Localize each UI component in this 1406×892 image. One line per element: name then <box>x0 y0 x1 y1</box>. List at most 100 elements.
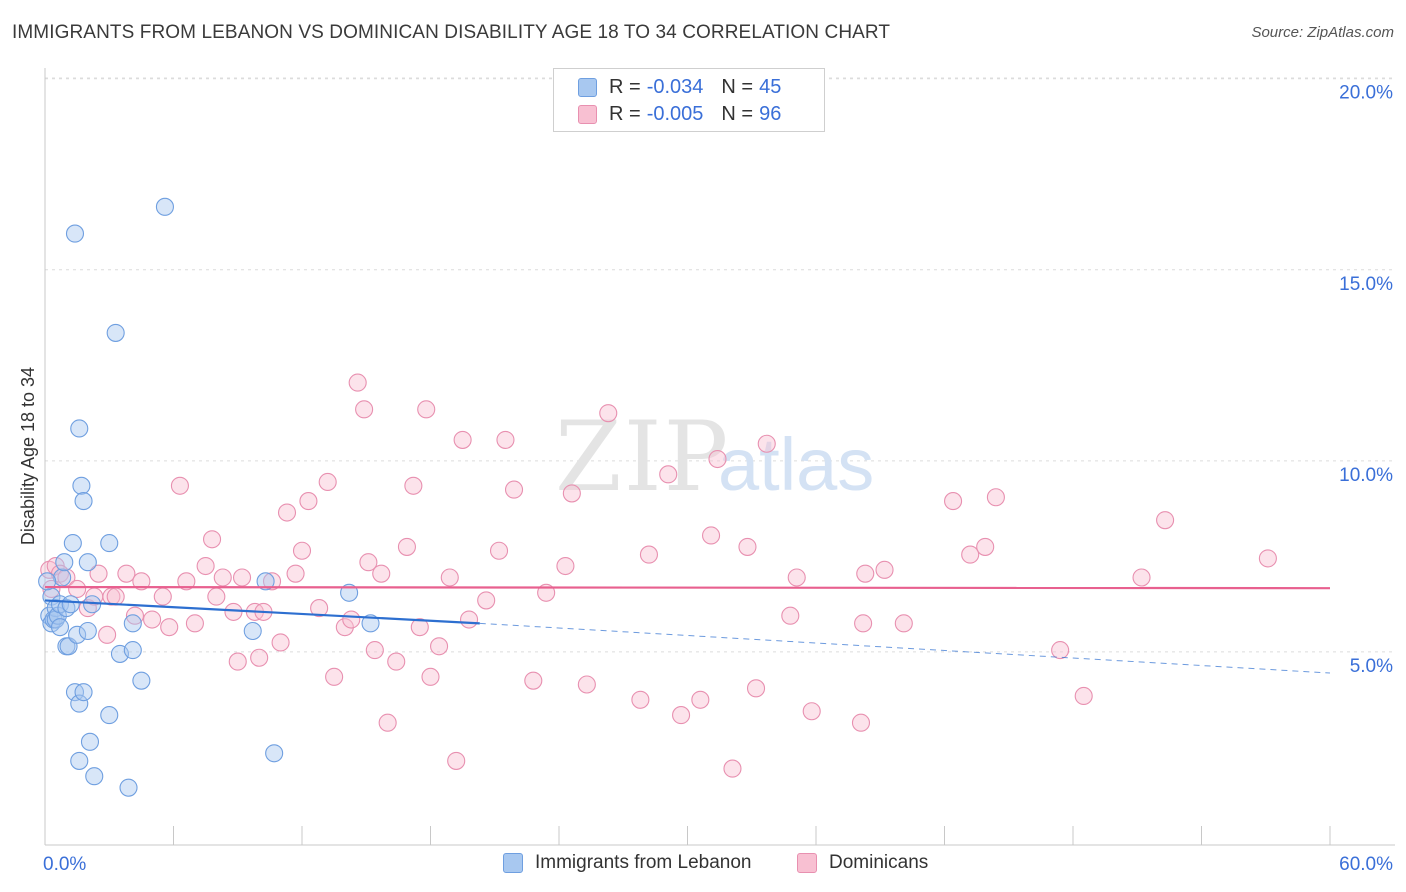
legend-n-label: N = <box>721 75 754 98</box>
point-dominicans <box>639 545 659 564</box>
point-dominicans <box>631 690 650 709</box>
point-dominicans <box>196 556 215 576</box>
correlation-legend: R = -0.034 N = 45 R = -0.005 N = 96 <box>553 68 825 132</box>
grid-layer <box>45 77 1395 653</box>
point-dominicans <box>378 713 397 732</box>
point-dominicans <box>277 503 297 522</box>
source-label: Source: ZipAtlas.com <box>1251 24 1394 41</box>
point-lebanon <box>100 534 119 553</box>
point-dominicans <box>672 706 691 725</box>
point-dominicans <box>421 667 440 686</box>
legend-r-value-lebanon: -0.034 <box>646 75 704 98</box>
point-dominicans <box>504 480 524 499</box>
point-dominicans <box>496 430 515 449</box>
point-dominicans <box>68 579 87 599</box>
point-lebanon <box>61 595 80 614</box>
watermark-zip: ZIP <box>555 401 730 513</box>
point-lebanon <box>53 568 72 587</box>
bottom-legend-label-dominicans: Dominicans <box>829 852 929 873</box>
point-dominicans <box>802 702 821 721</box>
point-lebanon <box>68 625 87 644</box>
point-lebanon <box>119 778 138 797</box>
point-dominicans <box>489 541 509 560</box>
y-tick-label: 15.0% <box>1339 274 1393 295</box>
point-lebanon <box>70 694 89 713</box>
point-dominicans <box>286 564 305 583</box>
legend-row-lebanon: R = -0.034 N = 45 <box>578 75 781 99</box>
point-lebanon <box>78 621 97 641</box>
point-dominicans <box>213 568 232 587</box>
point-lebanon <box>256 572 275 591</box>
point-dominicans <box>250 648 269 667</box>
trendline-lebanon-extension <box>479 622 1331 674</box>
bottom-legend-label-lebanon: Immigrants from Lebanon <box>535 852 752 873</box>
point-dominicans <box>1156 511 1175 530</box>
point-dominicans <box>477 591 496 610</box>
point-dominicans <box>430 637 449 656</box>
bottom-legend-lebanon: Immigrants from Lebanon <box>503 852 752 874</box>
point-dominicans <box>318 472 337 492</box>
point-dominicans <box>577 675 596 694</box>
point-dominicans <box>1051 641 1070 660</box>
point-dominicans <box>875 560 894 579</box>
point-lebanon <box>106 323 125 342</box>
legend-r-value-dominicans: -0.005 <box>646 102 704 125</box>
point-lebanon <box>340 583 359 602</box>
point-dominicans <box>89 564 108 583</box>
point-dominicans <box>342 610 361 629</box>
point-dominicans <box>365 641 384 660</box>
point-dominicans <box>723 759 742 778</box>
point-dominicans <box>299 492 318 511</box>
point-dominicans <box>98 625 117 644</box>
legend-swatch-dominicans <box>578 104 597 124</box>
legend-r-label: R = <box>609 102 641 125</box>
legend-n-label: N = <box>721 102 754 125</box>
point-lebanon <box>74 492 93 511</box>
bottom-legend-dominicans: Dominicans <box>797 852 928 874</box>
point-dominicans <box>961 545 980 564</box>
point-dominicans <box>691 690 710 709</box>
point-dominicans <box>562 484 581 503</box>
point-dominicans <box>125 606 144 625</box>
point-dominicans <box>440 568 459 587</box>
point-dominicans <box>325 667 344 686</box>
legend-n-value-lebanon: 45 <box>759 75 782 98</box>
point-dominicans <box>203 530 222 549</box>
x-tick-label-min: 0.0% <box>43 854 86 875</box>
point-dominicans <box>702 526 721 545</box>
point-dominicans <box>556 556 575 576</box>
point-dominicans <box>117 564 136 583</box>
point-dominicans <box>404 476 423 495</box>
point-lebanon <box>243 621 262 641</box>
point-dominicans <box>1132 568 1151 587</box>
point-dominicans <box>410 618 429 637</box>
point-dominicans <box>459 610 479 629</box>
point-dominicans <box>397 537 416 556</box>
point-dominicans <box>228 652 247 671</box>
point-dominicans <box>185 614 204 633</box>
point-lebanon <box>74 683 93 702</box>
point-dominicans <box>944 492 963 511</box>
point-dominicans <box>894 614 913 633</box>
point-lebanon <box>132 671 151 690</box>
point-dominicans <box>335 618 354 637</box>
point-lebanon <box>85 767 104 786</box>
point-dominicans <box>524 671 543 690</box>
legend-row-dominicans: R = -0.005 N = 96 <box>578 102 781 126</box>
point-dominicans <box>781 606 800 625</box>
point-lebanon <box>265 744 284 763</box>
point-dominicans <box>153 587 172 606</box>
point-lebanon <box>123 641 142 660</box>
point-dominicans <box>372 564 391 583</box>
trendline-dominicans <box>44 585 1331 590</box>
point-dominicans <box>387 652 406 671</box>
point-lebanon <box>80 732 100 751</box>
legend-n-value-dominicans: 96 <box>759 102 782 125</box>
point-dominicans <box>976 537 995 556</box>
point-dominicans <box>738 537 757 556</box>
point-dominicans <box>177 572 196 591</box>
point-dominicans <box>1074 686 1093 706</box>
bottom-legend-swatch-dominicans <box>797 853 817 873</box>
point-lebanon <box>361 614 380 633</box>
